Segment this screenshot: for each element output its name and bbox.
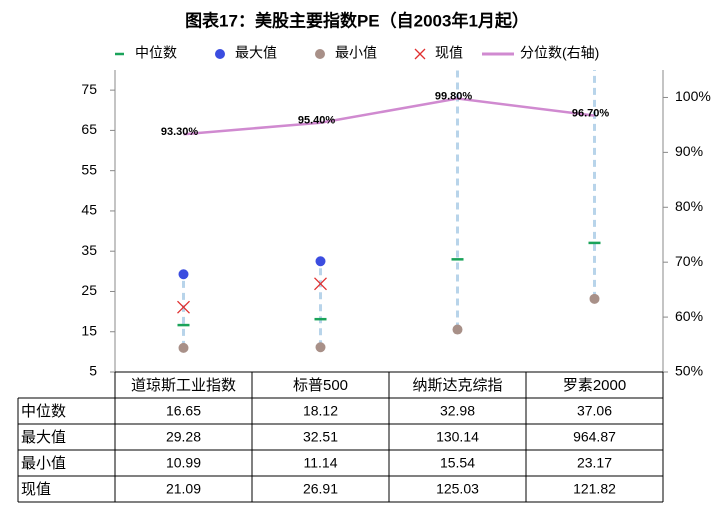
table-cell: 32.51 [303, 429, 338, 445]
y-tick-label: 75 [81, 81, 97, 97]
table-cell: 16.65 [166, 403, 201, 419]
current-mark [314, 277, 327, 291]
y2-tick-label: 50% [675, 363, 703, 379]
table-cell: 29.28 [166, 429, 201, 445]
legend-marker [215, 49, 225, 59]
table-cell: 121.82 [573, 481, 616, 497]
table-cell: 32.98 [440, 403, 475, 419]
table-cell: 11.14 [304, 455, 338, 471]
row-header: 最大值 [21, 429, 66, 446]
point [178, 269, 189, 280]
table-cell: 10.99 [166, 455, 201, 471]
legend-label: 现值 [435, 45, 463, 61]
percentile-line [183, 97, 595, 136]
current-mark [177, 300, 190, 314]
row-header: 中位数 [21, 403, 66, 420]
legend-label: 中位数 [135, 45, 177, 61]
y2-tick-label: 60% [675, 308, 703, 324]
legend-label: 最小值 [335, 45, 377, 61]
point [315, 342, 326, 353]
table-cell: 130.14 [436, 429, 479, 445]
legend-label: 分位数(右轴) [520, 45, 599, 61]
table-cell: 15.54 [440, 455, 475, 471]
y-tick-label: 45 [81, 202, 97, 218]
table-cell: 21.09 [166, 481, 201, 497]
legend-marker [414, 48, 426, 60]
table-cell: 125.03 [436, 481, 479, 497]
table-cell: 23.17 [577, 455, 612, 471]
x-tick-label: 纳斯达克综指 [412, 377, 502, 394]
point [315, 256, 326, 267]
chart-title: 图表17：美股主要指数PE（自2003年1月起） [185, 10, 529, 30]
y2-tick-label: 80% [675, 198, 703, 214]
row-header: 最小值 [21, 455, 66, 472]
y2-tick-label: 100% [675, 88, 711, 104]
row-header: 现值 [21, 481, 51, 498]
table-cell: 26.91 [303, 481, 338, 497]
y-tick-label: 35 [81, 242, 97, 258]
y2-tick-label: 70% [675, 253, 703, 269]
point [178, 342, 189, 353]
y2-tick-label: 90% [675, 143, 703, 159]
point [452, 324, 463, 335]
data-label: 99.80% [435, 90, 473, 102]
plot-area [177, 70, 601, 353]
y-tick-label: 55 [81, 161, 97, 177]
y-tick-label: 65 [81, 121, 97, 137]
y-tick-label: 15 [81, 322, 97, 338]
x-tick-label: 标普500 [293, 377, 348, 394]
x-tick-label: 道琼斯工业指数 [131, 377, 236, 394]
y-tick-label: 5 [89, 363, 97, 379]
data-label: 96.70% [572, 107, 610, 119]
data-label: 93.30% [161, 126, 199, 138]
table-cell: 964.87 [573, 429, 616, 445]
x-tick-label: 罗素2000 [563, 377, 626, 394]
legend-label: 最大值 [235, 45, 277, 61]
table-cell: 37.06 [577, 403, 612, 419]
data-label: 95.40% [298, 115, 336, 127]
legend-marker [315, 49, 325, 59]
point [589, 293, 600, 304]
y-tick-label: 25 [81, 282, 97, 298]
table-cell: 18.12 [303, 403, 338, 419]
